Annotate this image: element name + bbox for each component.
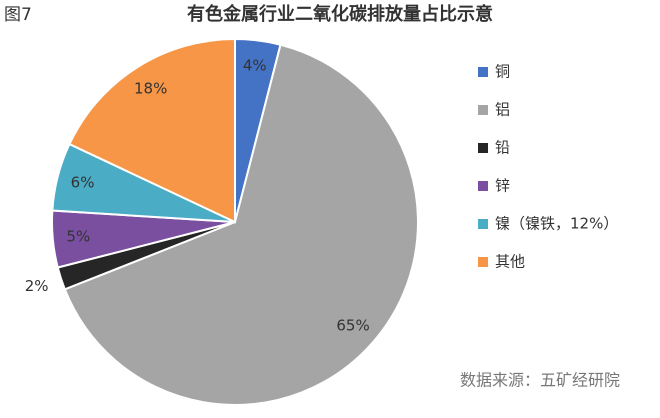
legend-marker — [478, 219, 488, 229]
legend-label: 其他 — [495, 253, 525, 271]
pie-slice — [63, 43, 419, 406]
legend-marker — [478, 105, 488, 115]
value-label: 2% — [25, 277, 49, 295]
legend-marker — [478, 181, 488, 191]
value-label: 5% — [66, 227, 90, 245]
legend-label: 铜 — [495, 63, 510, 81]
legend-label: 镍（镍铁，12%） — [495, 215, 618, 233]
value-label: 4% — [243, 56, 267, 74]
value-label: 65% — [336, 317, 369, 335]
legend-marker — [478, 257, 488, 267]
legend-marker — [478, 67, 488, 77]
chart-title: 有色金属行业二氧化碳排放量占比示意 — [187, 3, 493, 25]
legend-marker — [478, 143, 488, 153]
source-note: 数据来源：五矿经研院 — [460, 371, 620, 390]
figure-label: 图7 — [4, 5, 32, 25]
pie-slice — [68, 37, 236, 224]
legend-label: 锌 — [495, 177, 510, 195]
value-label: 6% — [71, 173, 95, 191]
legend-label: 铝 — [495, 101, 510, 119]
legend-label: 铅 — [495, 139, 510, 157]
value-label: 18% — [134, 80, 167, 98]
